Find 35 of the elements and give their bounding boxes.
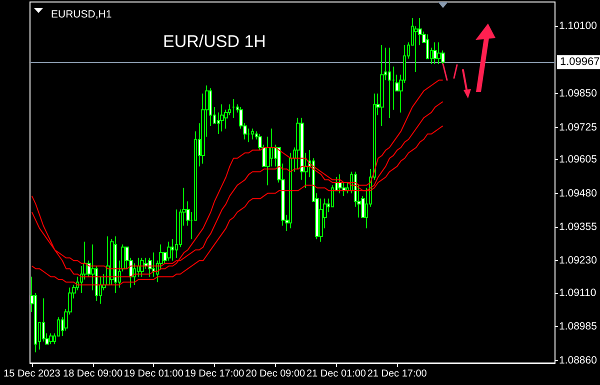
y-tick-label: 1.08985 xyxy=(559,320,598,333)
x-tick-label: 15 Dec 2023 xyxy=(4,368,61,380)
y-tick-label: 1.09355 xyxy=(559,220,598,233)
candlestick xyxy=(140,257,144,278)
candlestick xyxy=(175,208,178,258)
text: EURUSD,H1 xyxy=(51,8,112,20)
candlestick xyxy=(106,236,110,286)
candlestick xyxy=(433,42,437,64)
y-tick-label: 1.08860 xyxy=(559,354,598,366)
candlestick xyxy=(437,42,441,64)
text: EUR/USD 1H xyxy=(163,32,266,51)
y-tick-label: 1.09480 xyxy=(559,187,598,200)
candlestick xyxy=(114,236,117,294)
candlestick xyxy=(220,104,224,132)
y-tick-label: 1.09230 xyxy=(559,254,598,267)
candlestick xyxy=(49,332,53,345)
x-tick-label: 19 Dec 01:00 xyxy=(124,368,184,380)
y-tick-label: 1.09850 xyxy=(559,88,598,100)
ref-line-label: 1.09967 xyxy=(560,56,600,68)
candlestick xyxy=(167,241,171,262)
candlestick xyxy=(380,44,384,126)
y-tick-label: 1.09605 xyxy=(559,154,598,166)
x-tick-label: 21 Dec 01:00 xyxy=(306,368,366,380)
candlestick xyxy=(338,174,342,194)
x-tick-label: 19 Dec 17:00 xyxy=(184,368,245,380)
x-tick-label: 21 Dec 17:00 xyxy=(367,368,428,380)
candlestick xyxy=(232,98,235,118)
y-tick-label: 1.09110 xyxy=(559,286,596,299)
candlestick xyxy=(289,152,292,229)
x-tick-label: 18 Dec 09:00 xyxy=(63,368,123,380)
candlestick xyxy=(251,128,254,140)
y-tick-label: 1.09725 xyxy=(559,121,598,134)
x-tick-label: 20 Dec 09:00 xyxy=(246,368,306,380)
candlestick xyxy=(388,47,391,118)
y-tick-label: 1.10100 xyxy=(559,20,598,32)
